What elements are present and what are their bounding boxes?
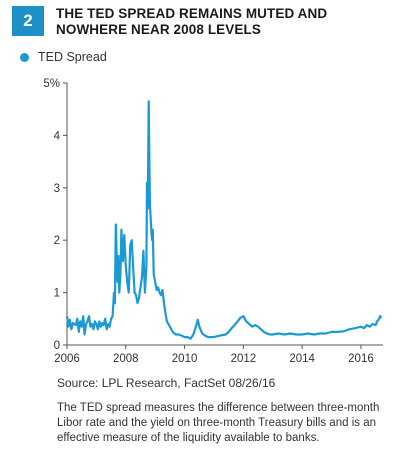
y-tick-label: 5% [43, 78, 60, 90]
x-tick-label: 2006 [54, 353, 80, 365]
tick-labels: 0 1 2 3 4 5% 2006 2008 2010 2012 2014 2016 [43, 78, 373, 365]
series-layer [65, 100, 383, 340]
footnote: The TED spread measures the difference b… [57, 402, 380, 444]
x-tick-label: 2010 [172, 353, 198, 365]
axes [63, 82, 383, 349]
legend: TED Spread [20, 50, 107, 64]
x-tick-label: 2016 [348, 353, 374, 365]
legend-label: TED Spread [38, 50, 107, 64]
source-line: Source: LPL Research, FactSet 08/26/16 [57, 376, 276, 390]
x-tick-label: 2014 [289, 353, 315, 365]
y-tick-label: 0 [54, 340, 60, 352]
chart-title: THE TED SPREAD REMAINS MUTED AND NOWHERE… [56, 6, 328, 37]
legend-marker [20, 52, 29, 62]
chart-number-badge: 2 [12, 6, 44, 36]
ted-spread-line [65, 100, 383, 340]
ted-spread-chart: 0 1 2 3 4 5% 2006 2008 2010 2012 2014 2016 [43, 78, 383, 365]
y-tick-label: 3 [54, 183, 60, 195]
y-tick-label: 1 [54, 288, 60, 300]
y-tick-label: 2 [54, 235, 60, 247]
x-tick-label: 2008 [113, 353, 139, 365]
y-tick-label: 4 [54, 130, 61, 142]
x-tick-label: 2012 [231, 353, 257, 365]
